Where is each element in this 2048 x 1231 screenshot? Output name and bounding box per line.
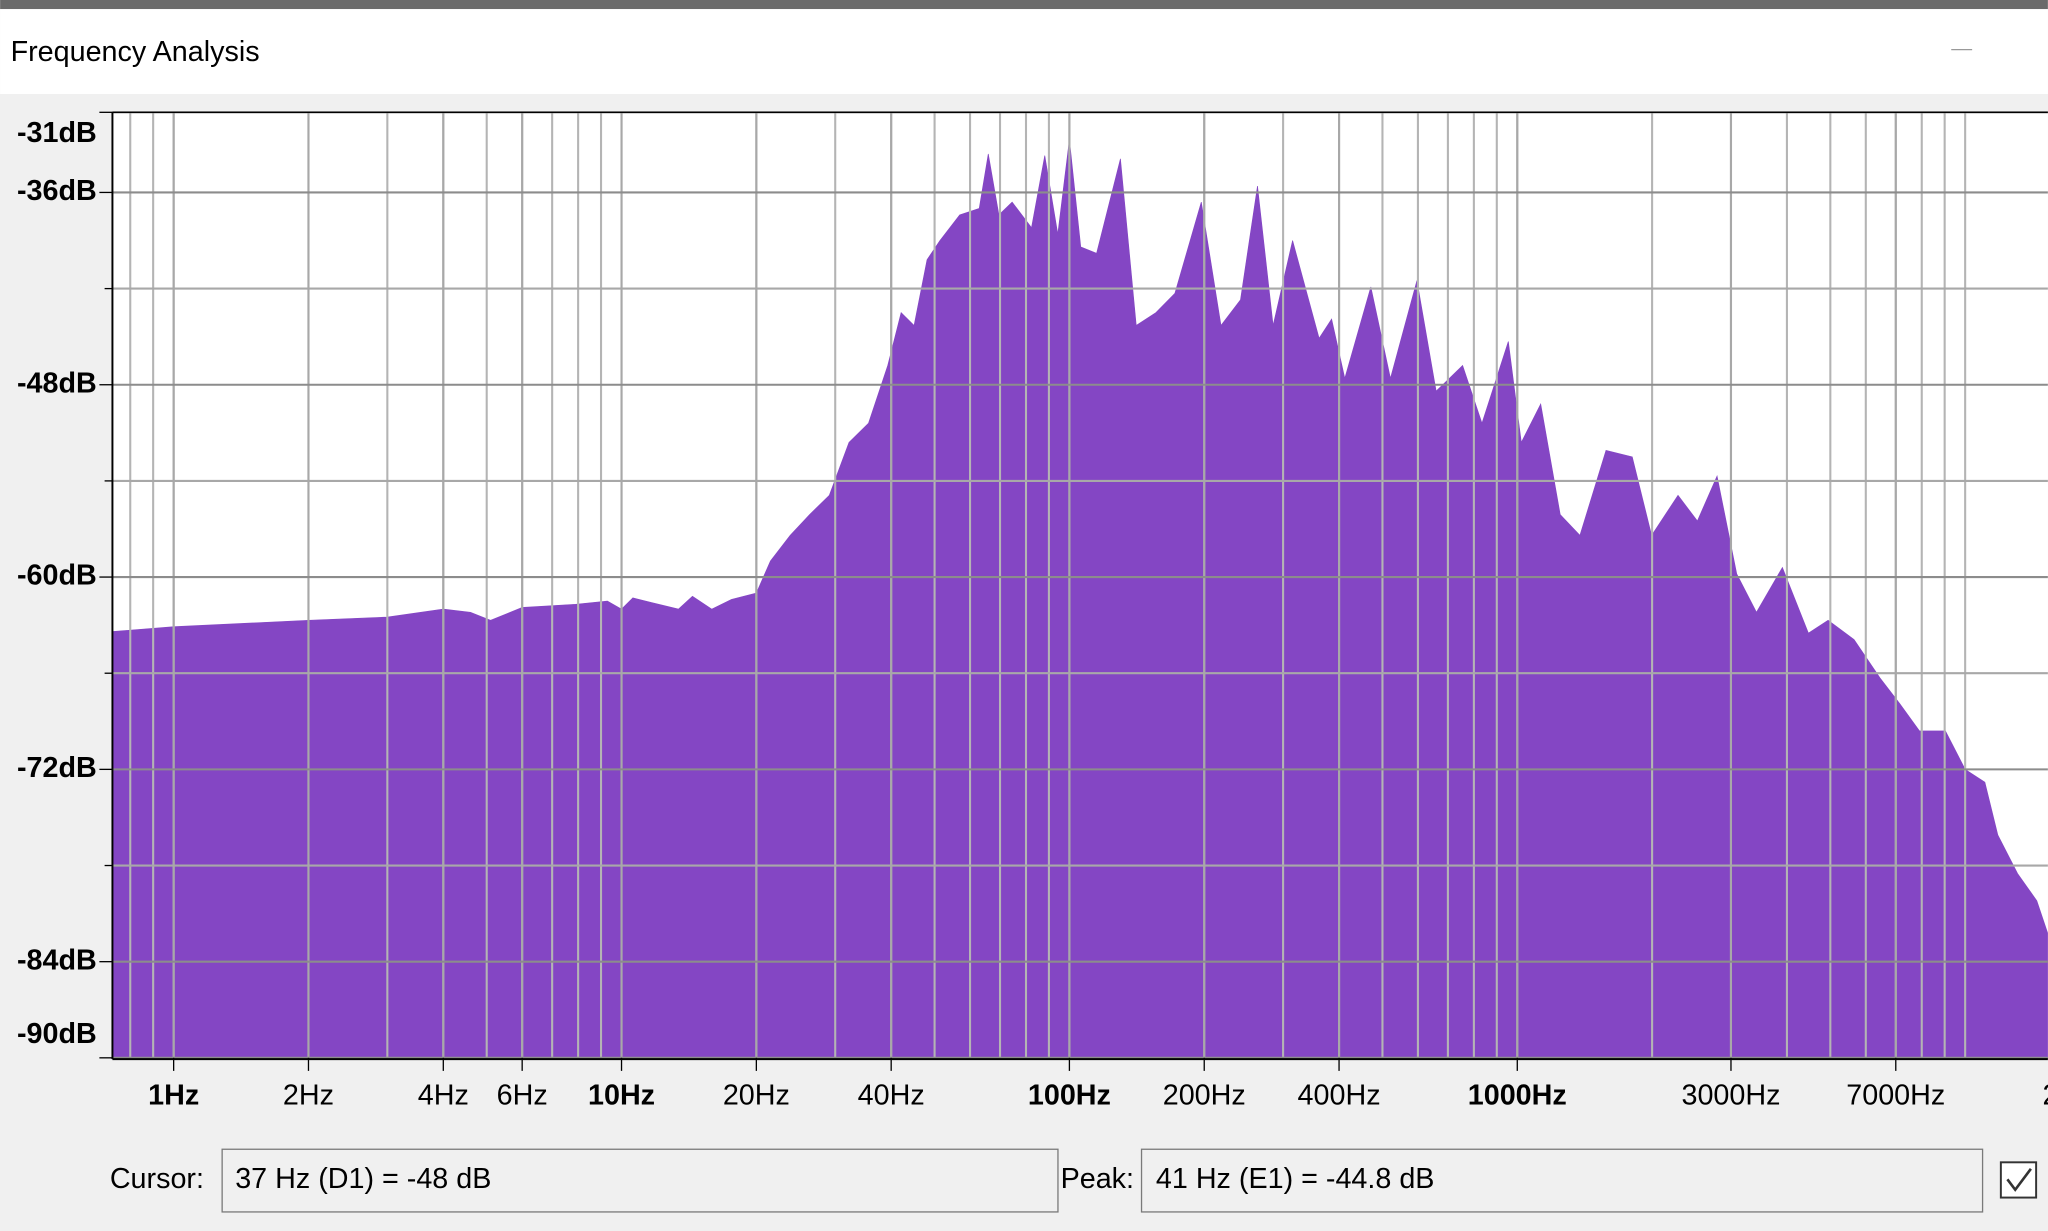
y-tick-label: -84dB — [17, 944, 97, 976]
toolbar-strip — [0, 0, 2048, 10]
plot — [112, 111, 2048, 1059]
y-tick-label: -60dB — [17, 560, 97, 592]
y-tick-label: -48dB — [17, 367, 97, 399]
checkbox-check — [2006, 1168, 2032, 1192]
x-tick-label: 3000Hz — [1681, 1080, 1780, 1112]
cursor-field[interactable] — [221, 1148, 1059, 1213]
x-tick-label: 40Hz — [858, 1080, 925, 1112]
y-tick-label: -72dB — [17, 752, 97, 784]
x-tick-label: 4Hz — [418, 1080, 469, 1112]
title-bar — [0, 9, 2048, 95]
x-tick-label: 1000Hz — [1468, 1080, 1567, 1112]
x-tick-label: 7000Hz — [1846, 1080, 1945, 1112]
checkbox[interactable] — [1999, 1161, 2038, 1199]
peak-field[interactable] — [1140, 1148, 1984, 1213]
cursor-label: Cursor: — [110, 1163, 204, 1195]
y-tick-label: -36dB — [17, 175, 97, 207]
x-tick-label: 20Hz — [723, 1080, 790, 1112]
cursor-value: 37 Hz (D1) = -48 dB — [235, 1163, 491, 1195]
x-tick-label: 100Hz — [1028, 1080, 1111, 1112]
peak-value: 41 Hz (E1) = -44.8 dB — [1156, 1163, 1435, 1195]
peak-label: Peak: — [1061, 1163, 1134, 1195]
x-tick-label: 400Hz — [1298, 1080, 1381, 1112]
x-tick-label: 2Hz — [283, 1080, 334, 1112]
y-tick-label: -90dB — [17, 1018, 97, 1050]
y-tick-label: -31dB — [17, 117, 97, 149]
x-tick-label: 10Hz — [588, 1080, 655, 1112]
x-tick-label: 1Hz — [148, 1080, 199, 1112]
x-tick-label: 20000Hz — [2042, 1080, 2048, 1112]
x-tick-label: 6Hz — [497, 1080, 548, 1112]
spectrum-area — [112, 139, 2048, 1059]
x-tick-label: 200Hz — [1163, 1080, 1246, 1112]
window-title: Frequency Analysis — [11, 36, 260, 68]
